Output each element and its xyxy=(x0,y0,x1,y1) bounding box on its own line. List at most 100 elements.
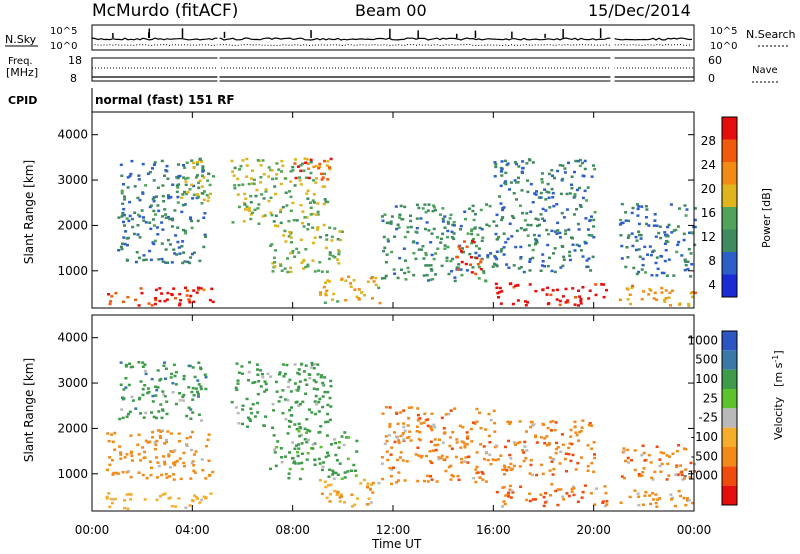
scatter-cell xyxy=(274,214,278,217)
scatter-cell xyxy=(404,259,407,262)
scatter-cell xyxy=(178,440,181,443)
scatter-cell xyxy=(419,422,423,425)
scatter-cell xyxy=(166,261,170,264)
scatter-cell xyxy=(331,469,335,472)
scatter-cell xyxy=(677,444,681,447)
scatter-cell xyxy=(525,162,529,165)
scatter-cell xyxy=(463,210,467,213)
scatter-cell xyxy=(190,252,194,256)
scatter-cell xyxy=(160,221,164,224)
scatter-cell xyxy=(386,221,390,225)
scatter-cell xyxy=(449,409,453,412)
scatter-cell xyxy=(187,298,191,302)
scatter-cell xyxy=(301,162,304,165)
scatter-cell xyxy=(124,363,128,367)
scatter-cell xyxy=(141,361,145,364)
scatter-cell xyxy=(406,230,410,234)
scatter-cell xyxy=(142,258,146,262)
scatter-cell xyxy=(320,492,324,496)
scatter-cell xyxy=(314,394,318,398)
scatter-cell xyxy=(291,169,295,172)
scatter-cell xyxy=(352,463,356,467)
scatter-cell xyxy=(150,411,154,414)
scatter-cell xyxy=(525,212,529,215)
scatter-cell xyxy=(628,495,632,499)
scatter-cell xyxy=(626,448,630,452)
scatter-cell xyxy=(122,220,125,224)
scatter-cell xyxy=(121,202,125,205)
scatter-cell xyxy=(252,182,256,186)
scatter-cell xyxy=(273,261,277,264)
scatter-cell xyxy=(672,274,676,277)
data-gap xyxy=(217,30,220,48)
scatter-cell xyxy=(201,192,205,195)
scatter-cell xyxy=(194,387,198,390)
scatter-cell xyxy=(484,480,488,483)
scatter-cell xyxy=(323,301,327,304)
scatter-cell xyxy=(320,374,324,377)
scatter-cell xyxy=(197,195,201,199)
x-tick-label: 16:00 xyxy=(476,523,511,537)
scatter-cell xyxy=(322,285,326,289)
scatter-cell xyxy=(120,189,124,193)
scatter-cell xyxy=(313,363,317,366)
scatter-cell xyxy=(528,269,532,272)
scatter-cell xyxy=(197,186,201,190)
scatter-cell xyxy=(247,206,251,210)
scatter-cell xyxy=(552,252,555,255)
scatter-cell xyxy=(412,273,416,277)
scatter-cell xyxy=(124,230,128,233)
scatter-cell xyxy=(148,440,152,444)
scatter-cell xyxy=(494,444,498,447)
scatter-cell xyxy=(473,226,477,229)
scatter-cell xyxy=(321,176,325,179)
scatter-cell xyxy=(667,223,671,227)
scatter-cell xyxy=(556,446,560,449)
scatter-cell xyxy=(456,474,460,478)
scatter-cell xyxy=(230,400,234,404)
freq-label-line2: [MHz] xyxy=(6,66,38,79)
scatter-cell xyxy=(439,237,443,241)
scatter-cell xyxy=(188,364,192,368)
scatter-cell xyxy=(313,270,317,273)
scatter-cell xyxy=(113,497,117,501)
scatter-cell xyxy=(150,466,153,469)
scatter-cell xyxy=(204,496,208,499)
scatter-cell xyxy=(472,421,475,424)
scatter-cell xyxy=(307,438,310,442)
scatter-cell xyxy=(208,183,212,187)
scatter-cell xyxy=(190,219,194,223)
scatter-cell xyxy=(297,422,301,426)
scatter-cell xyxy=(152,179,156,182)
scatter-cell xyxy=(430,269,434,272)
scatter-cell xyxy=(126,243,129,247)
scatter-cell xyxy=(330,443,333,446)
scatter-cell xyxy=(388,406,392,409)
scatter-cell xyxy=(619,234,623,237)
scatter-cell xyxy=(160,159,164,163)
scatter-cell xyxy=(409,225,413,229)
scatter-cell xyxy=(421,245,425,248)
scatter-cell xyxy=(503,473,506,476)
scatter-cell xyxy=(321,405,325,409)
scatter-cell xyxy=(485,450,488,454)
scatter-cell xyxy=(528,472,532,475)
scatter-cell xyxy=(287,380,291,384)
scatter-cell xyxy=(286,398,290,402)
scatter-cell xyxy=(562,255,566,259)
scatter-cell xyxy=(507,266,511,269)
scatter-cell xyxy=(429,267,433,271)
scatter-cell xyxy=(372,280,376,283)
scatter-cell xyxy=(280,460,284,464)
scatter-cell xyxy=(390,215,394,218)
scatter-cell xyxy=(201,170,205,173)
scatter-cell xyxy=(152,224,156,227)
scatter-cell xyxy=(434,208,438,212)
scatter-cell xyxy=(113,448,117,451)
scatter-cell xyxy=(493,254,497,258)
scatter-cell xyxy=(303,157,307,160)
scatter-cell xyxy=(248,361,252,364)
scatter-cell xyxy=(304,161,308,164)
scatter-cell xyxy=(305,440,309,444)
scatter-cell xyxy=(463,444,467,447)
